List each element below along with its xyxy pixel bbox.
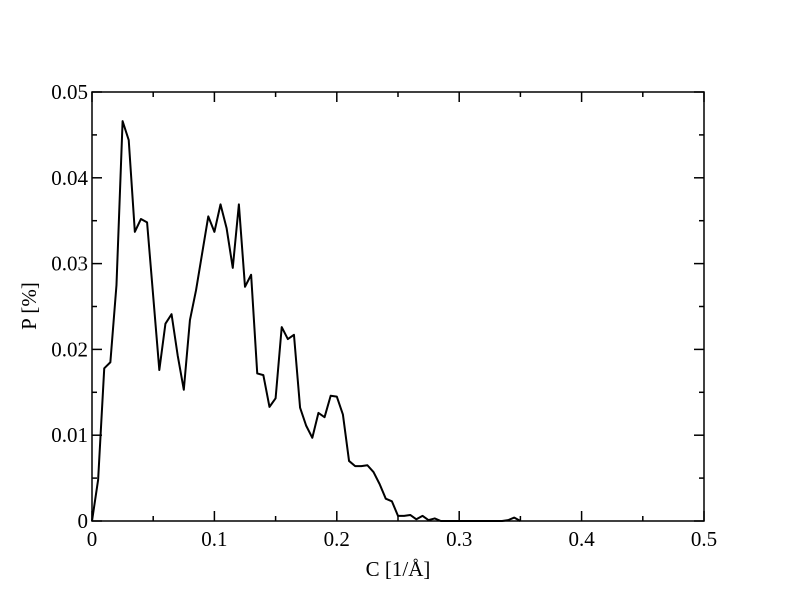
x-tick-label: 0.5 — [691, 527, 717, 551]
y-tick-label: 0.04 — [51, 166, 88, 190]
y-tick-label: 0.01 — [51, 423, 88, 447]
x-tick-label: 0.2 — [324, 527, 350, 551]
y-tick-label: 0 — [78, 509, 89, 533]
y-tick-label: 0.05 — [51, 80, 88, 104]
y-tick-label: 0.03 — [51, 252, 88, 276]
y-axis-label: P [%] — [17, 282, 41, 330]
x-tick-label: 0.4 — [568, 527, 595, 551]
plot-frame — [91, 91, 705, 522]
x-axis-label: C [1/Å] — [366, 557, 431, 581]
data-line — [91, 120, 521, 522]
x-tick-label: 0.3 — [446, 527, 472, 551]
x-tick-label: 0 — [87, 527, 98, 551]
y-tick-label: 0.02 — [51, 337, 88, 361]
x-tick-label: 0.1 — [201, 527, 227, 551]
